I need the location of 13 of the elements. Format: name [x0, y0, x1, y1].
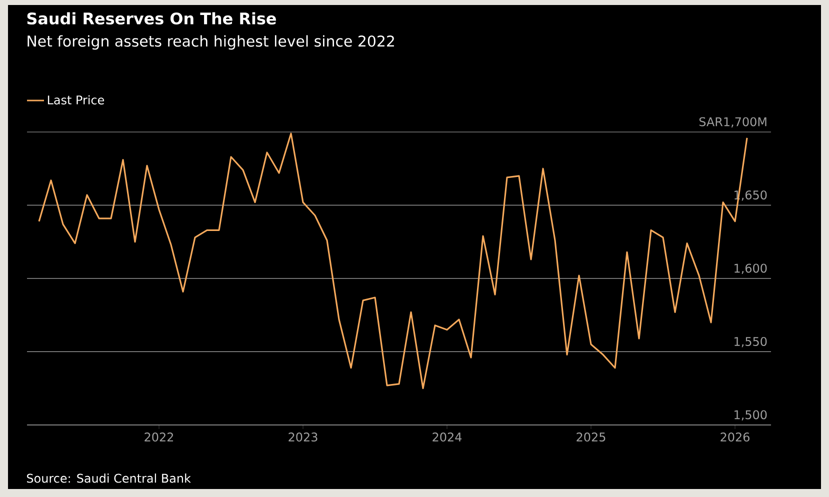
y-tick-label: SAR1,700M [699, 117, 766, 128]
x-tick-label: 2026 [720, 432, 750, 442]
x-tick-label: 2023 [288, 432, 318, 442]
y-tick-label: 1,550 [734, 336, 767, 348]
x-tick-label: 2024 [432, 432, 462, 442]
x-tick-label: 2022 [144, 432, 174, 442]
legend-label: Last Price [48, 95, 104, 104]
chart-title: Saudi Reserves On The Rise [27, 12, 276, 25]
x-tick-label: 2025 [576, 432, 606, 442]
y-tick-label: 1,500 [734, 410, 767, 420]
source-note: Source: Saudi Central Bank [26, 474, 191, 483]
y-tick-label: 1,600 [734, 264, 767, 274]
chart-subtitle: Net foreign assets reach highest level since 2022 [28, 35, 394, 50]
